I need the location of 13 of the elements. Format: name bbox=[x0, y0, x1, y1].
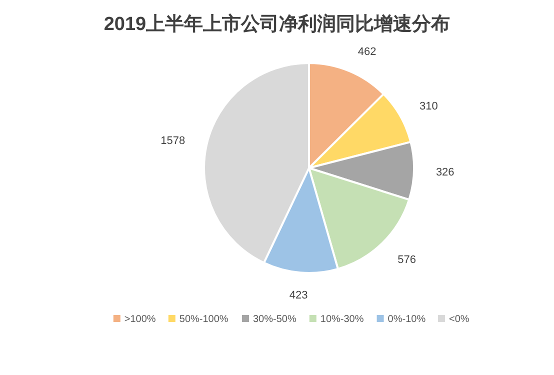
chart-title: 2019上半年上市公司净利润同比增速分布 bbox=[104, 13, 450, 35]
data-label: 423 bbox=[289, 290, 308, 302]
data-label: 326 bbox=[436, 166, 454, 179]
legend-label: 0%-10% bbox=[388, 314, 426, 325]
data-label: 310 bbox=[419, 100, 438, 112]
data-label: 1578 bbox=[160, 135, 186, 148]
legend-label: 50%-100% bbox=[179, 314, 228, 325]
legend-label: >100% bbox=[124, 314, 156, 325]
legend-label: 10%-30% bbox=[320, 314, 364, 325]
data-label: 462 bbox=[358, 46, 376, 58]
data-label: 576 bbox=[398, 254, 416, 266]
legend-label: <0% bbox=[449, 314, 470, 325]
legend-label: 30%-50% bbox=[253, 314, 296, 325]
